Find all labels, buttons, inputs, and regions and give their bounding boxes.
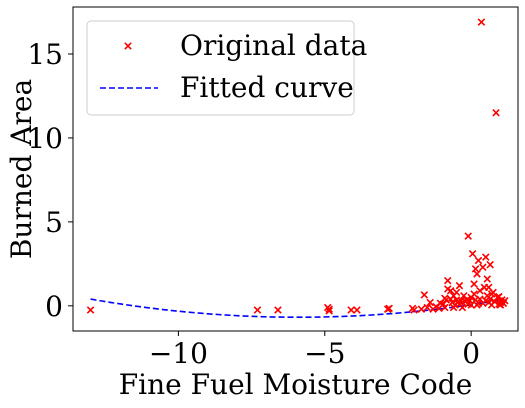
data-point-marker [449,291,458,300]
fitted-curve-line [90,298,504,319]
data-point-marker [471,265,480,273]
data-point-marker [483,275,492,283]
y-tick-label: 5 [45,206,63,239]
x-tick-label: −10 [149,337,208,370]
y-tick-label: 15 [27,38,63,71]
y-axis-label: Burned Area [5,79,38,259]
legend-label-original: Original data [180,29,367,62]
data-point-marker [464,232,472,240]
data-point-marker [426,298,434,307]
data-point-marker [423,303,432,312]
data-point-marker [470,280,478,288]
data-point-marker [441,303,449,312]
data-point-marker [417,305,426,313]
data-point-marker [468,250,477,258]
data-point-marker [473,270,481,278]
data-point-marker [325,305,333,313]
data-point-marker [474,256,483,265]
data-point-marker [455,281,464,290]
data-point-marker [385,304,393,313]
data-point-marker [486,295,494,303]
data-point-marker [460,291,468,300]
legend-box [86,20,355,116]
data-point-marker [484,283,493,292]
plot-area [86,18,509,319]
data-point-marker [452,296,461,304]
x-tick-label: 0 [462,337,480,370]
data-point-marker [477,18,486,26]
axes: −10 −5 0 0 5 10 15 Fine Fuel Moisture Code Burne… [5,6,519,401]
data-point-marker [274,306,282,314]
data-point-marker [458,298,467,307]
data-point-marker [474,299,483,308]
data-point-marker [492,108,500,117]
plot-frame [72,6,519,332]
data-point-marker [479,263,487,271]
data-point-marker [487,290,496,298]
data-point-marker [443,276,452,285]
data-point-marker [420,291,429,299]
x-axis-label: Fine Fuel Moisture Code [119,368,473,401]
data-point-marker [86,306,95,314]
y-tick-label: 0 [45,290,63,323]
data-point-marker [486,260,494,269]
data-point-marker [495,292,503,301]
legend-label-fitted: Fitted curve [180,71,354,104]
data-point-marker [353,306,361,314]
data-point-marker [253,306,262,314]
y-tick-label: 10 [27,122,63,155]
legend-marker-original [124,42,132,50]
legend: Original data Fitted curve [86,20,367,116]
data-point-marker [476,295,484,303]
data-point-marker [470,290,478,298]
data-point-marker [325,307,333,315]
data-point-marker [410,306,418,314]
data-point-marker [446,286,455,295]
data-point-marker [482,253,490,261]
data-point-marker [347,306,355,314]
x-tick-label: −5 [304,337,345,370]
data-point-marker [496,301,505,309]
data-point-marker [441,294,449,303]
